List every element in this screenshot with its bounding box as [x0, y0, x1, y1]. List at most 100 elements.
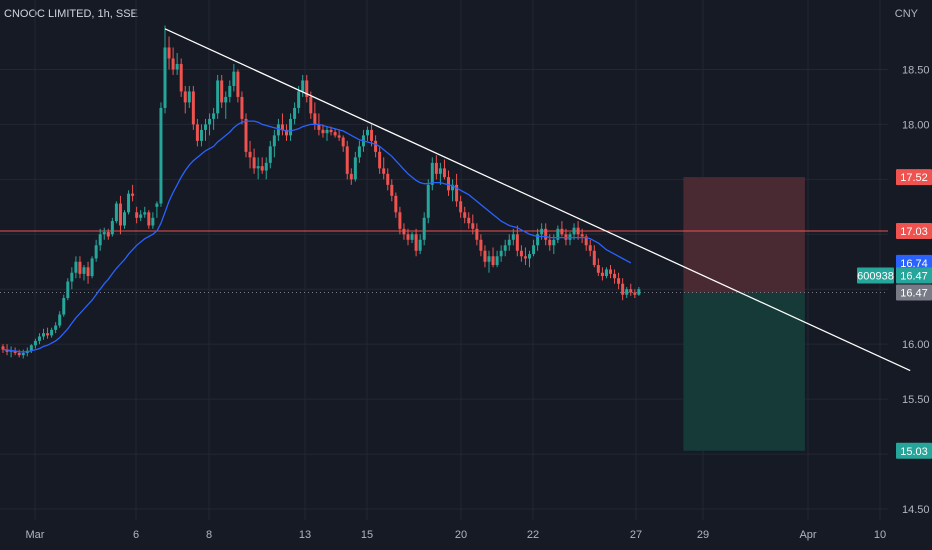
candle-body — [199, 129, 203, 141]
candle-body — [515, 234, 519, 251]
candle-body — [114, 203, 118, 222]
candle-body — [212, 113, 216, 119]
stop-loss-zone[interactable] — [683, 177, 805, 293]
candle — [199, 124, 203, 147]
candle — [94, 239, 98, 262]
candle-body — [426, 184, 430, 218]
candle — [325, 126, 329, 141]
candle-body — [179, 63, 183, 92]
candle — [637, 287, 641, 296]
price-tag-bg — [896, 284, 932, 301]
candle — [191, 85, 195, 130]
candle-body — [609, 269, 612, 274]
candle-body — [163, 47, 167, 108]
x-tick-label: 22 — [527, 529, 539, 541]
candle — [102, 227, 106, 240]
candle — [272, 129, 276, 158]
x-tick-label: 27 — [630, 529, 642, 541]
candle-body — [90, 258, 94, 277]
candle-body — [70, 272, 74, 282]
candle-body — [604, 269, 608, 277]
candle-body — [341, 137, 345, 147]
candle-body — [280, 124, 284, 130]
y-tick-label: 18.00 — [902, 119, 930, 131]
candle — [90, 256, 94, 279]
candle — [289, 113, 293, 141]
x-axis[interactable]: Mar 6 8 13 15 20 22 27 29 Apr 10 — [26, 529, 887, 541]
x-tick-label: Mar — [26, 529, 45, 541]
candle — [220, 74, 224, 108]
candle — [208, 113, 212, 136]
price-tag-bg — [896, 254, 932, 271]
candle-body — [21, 352, 25, 356]
candle-body — [195, 124, 199, 141]
candle — [224, 91, 228, 119]
candle — [70, 267, 74, 290]
candle — [544, 223, 548, 246]
position-zones[interactable] — [683, 177, 805, 451]
candle-body — [430, 162, 434, 185]
candle-body — [228, 85, 232, 97]
candle — [532, 239, 536, 257]
candle — [212, 107, 216, 130]
x-tick-label: Apr — [799, 529, 816, 541]
candle-body — [244, 118, 248, 152]
candle — [86, 261, 90, 284]
descending-trendline[interactable] — [164, 28, 911, 372]
candle-body — [98, 234, 102, 246]
candle-body — [220, 80, 224, 103]
candle — [625, 287, 629, 299]
candle-body — [54, 325, 58, 330]
x-tick-label: 6 — [133, 529, 139, 541]
candle — [471, 214, 475, 235]
candle-body — [471, 223, 475, 229]
candle — [204, 118, 207, 141]
candle — [442, 159, 446, 180]
candle-body — [625, 289, 629, 295]
candle-body — [102, 232, 106, 235]
x-tick-label: 29 — [697, 529, 709, 541]
candle-body — [617, 278, 621, 284]
candle — [301, 74, 305, 97]
y-tick-label: 15.50 — [902, 394, 930, 406]
candle-body — [467, 217, 471, 224]
candle — [175, 52, 179, 75]
candle — [131, 184, 135, 202]
candle-body — [378, 151, 382, 169]
candle-body — [511, 234, 515, 240]
candle — [58, 311, 62, 328]
candle — [127, 190, 131, 215]
candle — [46, 327, 50, 339]
candle — [455, 173, 459, 207]
candle — [584, 234, 588, 251]
candle — [114, 201, 118, 224]
candle-body — [256, 166, 260, 169]
candle — [42, 328, 45, 340]
candle-body — [268, 146, 272, 163]
candle-body — [333, 132, 337, 136]
candle — [244, 113, 248, 158]
candle — [240, 91, 244, 125]
candle-body — [366, 129, 369, 136]
candle-body — [442, 168, 446, 178]
candle — [604, 267, 608, 279]
candle — [260, 157, 264, 174]
candle-body — [82, 267, 86, 274]
candle-body — [390, 184, 394, 196]
candle — [540, 223, 544, 240]
symbol-badge-bg — [857, 267, 894, 284]
price-tag-label: 17.03 — [900, 226, 928, 238]
candle — [560, 221, 564, 237]
y-tick-label: 14.50 — [902, 504, 930, 516]
candle — [596, 258, 600, 277]
candle-body — [519, 250, 523, 257]
profit-target-zone[interactable] — [683, 292, 805, 451]
candle-body — [596, 265, 600, 273]
candle-body — [131, 193, 135, 196]
trendline[interactable] — [164, 28, 911, 372]
candle-body — [540, 228, 544, 235]
candle-body — [560, 228, 564, 235]
candle — [386, 168, 390, 191]
candle — [617, 272, 621, 290]
